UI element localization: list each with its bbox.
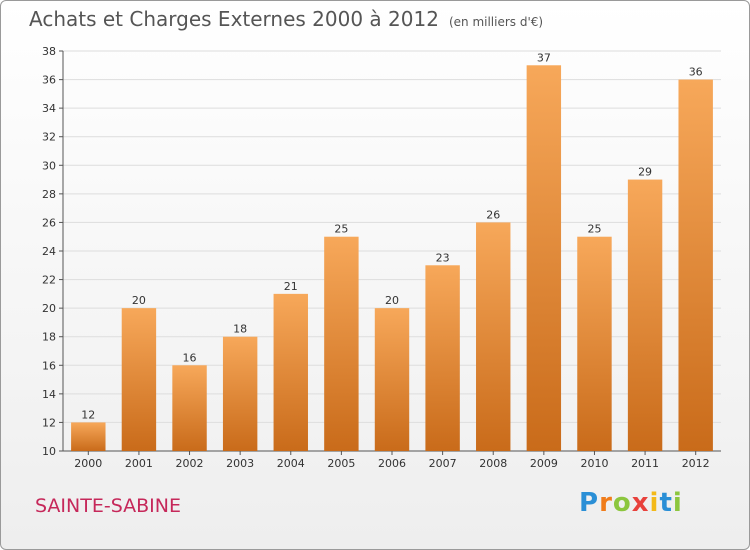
chart-title: Achats et Charges Externes 2000 à 2012 (e… — [29, 7, 543, 31]
x-tick-label: 2000 — [74, 457, 102, 470]
x-tick-label: 2006 — [378, 457, 406, 470]
proxiti-logo: Proxiti — [579, 488, 683, 518]
place-name: SAINTE-SABINE — [35, 495, 181, 517]
logo-letter: t — [659, 488, 673, 518]
logo-letter: P — [579, 488, 600, 518]
x-tick-label: 2009 — [530, 457, 558, 470]
y-tick-label: 10 — [42, 445, 56, 458]
data-label-2002: 16 — [183, 351, 197, 364]
data-label-2007: 23 — [436, 251, 450, 264]
x-tick-label: 2007 — [429, 457, 457, 470]
logo-letter: o — [612, 488, 632, 518]
x-tick-label: 2012 — [682, 457, 710, 470]
bar-2004 — [273, 293, 308, 451]
bar-2002 — [172, 365, 207, 451]
y-tick-label: 28 — [42, 188, 56, 201]
y-tick-label: 22 — [42, 274, 56, 287]
y-tick-label: 16 — [42, 359, 56, 372]
logo-letter: i — [672, 488, 683, 518]
x-tick-label: 2008 — [479, 457, 507, 470]
data-label-2005: 25 — [334, 223, 348, 236]
data-label-2001: 20 — [132, 294, 146, 307]
x-tick-label: 2001 — [125, 457, 153, 470]
bar-2000 — [71, 422, 106, 451]
x-tick-label: 2003 — [226, 457, 254, 470]
data-label-2012: 36 — [689, 66, 703, 79]
bar-2003 — [222, 336, 258, 451]
bar-2001 — [121, 308, 157, 451]
logo-letter: x — [631, 488, 650, 518]
y-tick-label: 38 — [42, 45, 56, 58]
bar-2008 — [476, 222, 511, 451]
x-tick-label: 2005 — [327, 457, 355, 470]
chart-title-text: Achats et Charges Externes 2000 à 2012 — [29, 7, 439, 31]
bar-2010 — [577, 236, 612, 451]
x-tick-label: 2002 — [176, 457, 204, 470]
data-label-2006: 20 — [385, 294, 399, 307]
bars — [71, 65, 713, 452]
x-tick-label: 2004 — [277, 457, 305, 470]
y-tick-label: 26 — [42, 216, 56, 229]
y-tick-label: 12 — [42, 416, 56, 429]
logo-letter: r — [599, 488, 613, 518]
data-label-2008: 26 — [486, 208, 500, 221]
bar-2006 — [374, 308, 410, 451]
y-tick-label: 18 — [42, 331, 56, 344]
y-tick-label: 30 — [42, 159, 56, 172]
bar-2007 — [425, 265, 460, 451]
bar-2011 — [627, 179, 663, 452]
y-tick-label: 36 — [42, 74, 56, 87]
y-tick-label: 14 — [42, 388, 56, 401]
y-tick-label: 24 — [42, 245, 56, 258]
y-tick-label: 34 — [42, 102, 56, 115]
chart-subtitle: (en milliers d'€) — [448, 15, 544, 29]
data-label-2004: 21 — [284, 280, 298, 293]
data-label-2003: 18 — [233, 323, 247, 336]
bar-2012 — [678, 79, 713, 452]
data-label-2010: 25 — [587, 223, 601, 236]
logo-letter: i — [649, 488, 660, 518]
y-tick-label: 32 — [42, 131, 56, 144]
bar-2009 — [526, 65, 562, 452]
data-label-2011: 29 — [638, 166, 652, 179]
y-tick-label: 20 — [42, 302, 56, 315]
x-tick-label: 2010 — [580, 457, 608, 470]
data-labels: 12 20 16 18 21 25 20 23 26 37 25 29 36 — [81, 51, 702, 421]
data-label-2009: 37 — [537, 51, 551, 64]
x-tick-label: 2011 — [631, 457, 659, 470]
data-label-2000: 12 — [81, 408, 95, 421]
bar-2005 — [324, 236, 359, 451]
